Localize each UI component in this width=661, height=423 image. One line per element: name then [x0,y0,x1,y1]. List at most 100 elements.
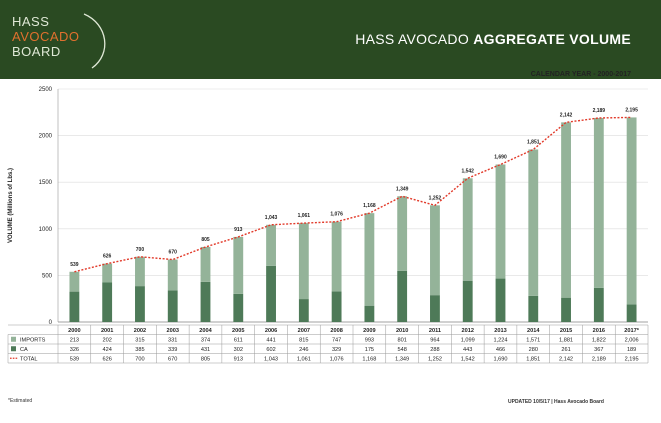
table-cell: 202 [102,337,111,343]
total-data-label: 2,189 [593,108,606,114]
bar-imports [233,236,244,294]
logo-line-2: AVOCADO [12,29,80,44]
table-cell: 2,195 [625,356,639,362]
total-data-label: 2,195 [625,107,638,113]
table-cell: 993 [365,337,374,343]
table-cell: 548 [397,347,406,353]
bar-ca [364,305,375,322]
bar-imports [69,271,80,292]
table-cell: 443 [463,347,472,353]
total-data-label: 805 [201,237,210,243]
table-cell: 964 [430,337,439,343]
table-cell: 374 [201,337,210,343]
x-tick-label: 2004 [199,328,212,334]
logo-swoosh-icon [83,13,106,69]
total-data-label: 2,142 [560,112,573,118]
table-cell: 815 [299,337,308,343]
bar-ca [462,280,473,322]
table-cell: 2,006 [625,337,639,343]
bar-imports [200,246,211,282]
table-cell: 539 [70,356,79,362]
total-data-label: 1,252 [429,195,442,201]
table-cell: 1,168 [362,356,376,362]
x-tick-label: 2014 [527,328,540,334]
table-cell: 466 [496,347,505,353]
table-cell: 1,881 [559,337,573,343]
legend-swatch-ca [11,346,16,352]
table-cell: 626 [102,356,111,362]
estimated-footnote: *Estimated [8,398,33,404]
hass-avocado-board-logo: HASS AVOCADO BOARD [12,13,122,72]
table-cell: 2,142 [559,356,573,362]
table-cell: 2,189 [592,356,606,362]
table-cell: 1,224 [494,337,508,343]
table-cell: 424 [102,347,111,353]
total-data-label: 539 [70,262,79,268]
table-cell: 700 [135,356,144,362]
x-tick-label: 2001 [101,328,113,334]
y-tick-label: 1500 [39,180,53,186]
table-cell: 747 [332,337,341,343]
y-axis-label: VOLUME (Millions of Lbs.) [8,168,14,243]
table-cell: 801 [397,337,406,343]
x-tick-label: 2017* [624,328,639,334]
bar-ca [135,286,145,322]
table-cell: 1,690 [494,356,508,362]
bar-imports [331,221,342,292]
table-cell: 302 [234,347,243,353]
aggregate-volume-chart: 0 500 1000 1500 2000 2500 VOLUME (Millions of … [7,87,649,364]
x-tick-label: 2003 [166,328,178,334]
x-tick-label: 2002 [134,328,146,334]
title-regular: HASS AVOCADO [355,31,474,47]
bar-imports [167,259,178,291]
table-cell: 385 [135,347,144,353]
bar-ca [593,287,604,322]
total-data-label: 1,349 [396,186,409,192]
bar-imports [626,117,637,305]
table-cell: 329 [332,347,341,353]
total-data-label: 700 [136,247,145,253]
table-cell: 261 [561,347,570,353]
x-tick-label: 2008 [330,328,342,334]
total-data-label: 626 [103,254,112,260]
total-data-label: 1,043 [265,215,278,221]
bar-ca [69,291,80,322]
bar-imports [561,122,571,298]
legend-label: TOTAL [20,356,38,362]
table-cell: 339 [168,347,177,353]
bar-ca [266,265,276,322]
x-tick-label: 2000 [68,328,80,334]
table-cell: 175 [365,347,374,353]
x-tick-label: 2005 [232,328,244,334]
table-cell: 1,542 [461,356,475,362]
y-tick-label: 1000 [39,227,53,233]
bar-ca [430,295,440,322]
total-data-label: 913 [234,227,243,233]
y-tick-label: 500 [42,273,53,279]
chart-title: HASS AVOCADO AGGREGATE VOLUME [355,31,631,47]
bar-ca [397,270,408,322]
logo-line-1: HASS [12,14,50,29]
table-cell: 331 [168,337,177,343]
table-cell: 1,571 [526,337,540,343]
legend-label: IMPORTS [20,337,46,343]
table-cell: 913 [234,356,243,362]
x-tick-label: 2013 [494,328,506,334]
x-tick-label: 2007 [298,328,310,334]
bar-imports [298,223,309,300]
table-cell: 1,061 [297,356,311,362]
table-cell: 213 [70,337,79,343]
y-tick-label: 2000 [39,134,53,140]
total-data-label: 1,168 [363,203,376,209]
x-tick-label: 2009 [363,328,375,334]
table-cell: 189 [627,347,636,353]
bar-ca [167,290,178,322]
table-cell: 315 [135,337,144,343]
bar-ca [102,282,113,322]
total-data-label: 1,690 [494,154,507,160]
bar-ca [528,295,539,322]
x-tick-label: 2012 [461,328,473,334]
table-cell: 246 [299,347,308,353]
chart-subtitle: CALENDAR YEAR - 2000-2017 [530,71,631,78]
table-cell: 1,252 [428,356,442,362]
